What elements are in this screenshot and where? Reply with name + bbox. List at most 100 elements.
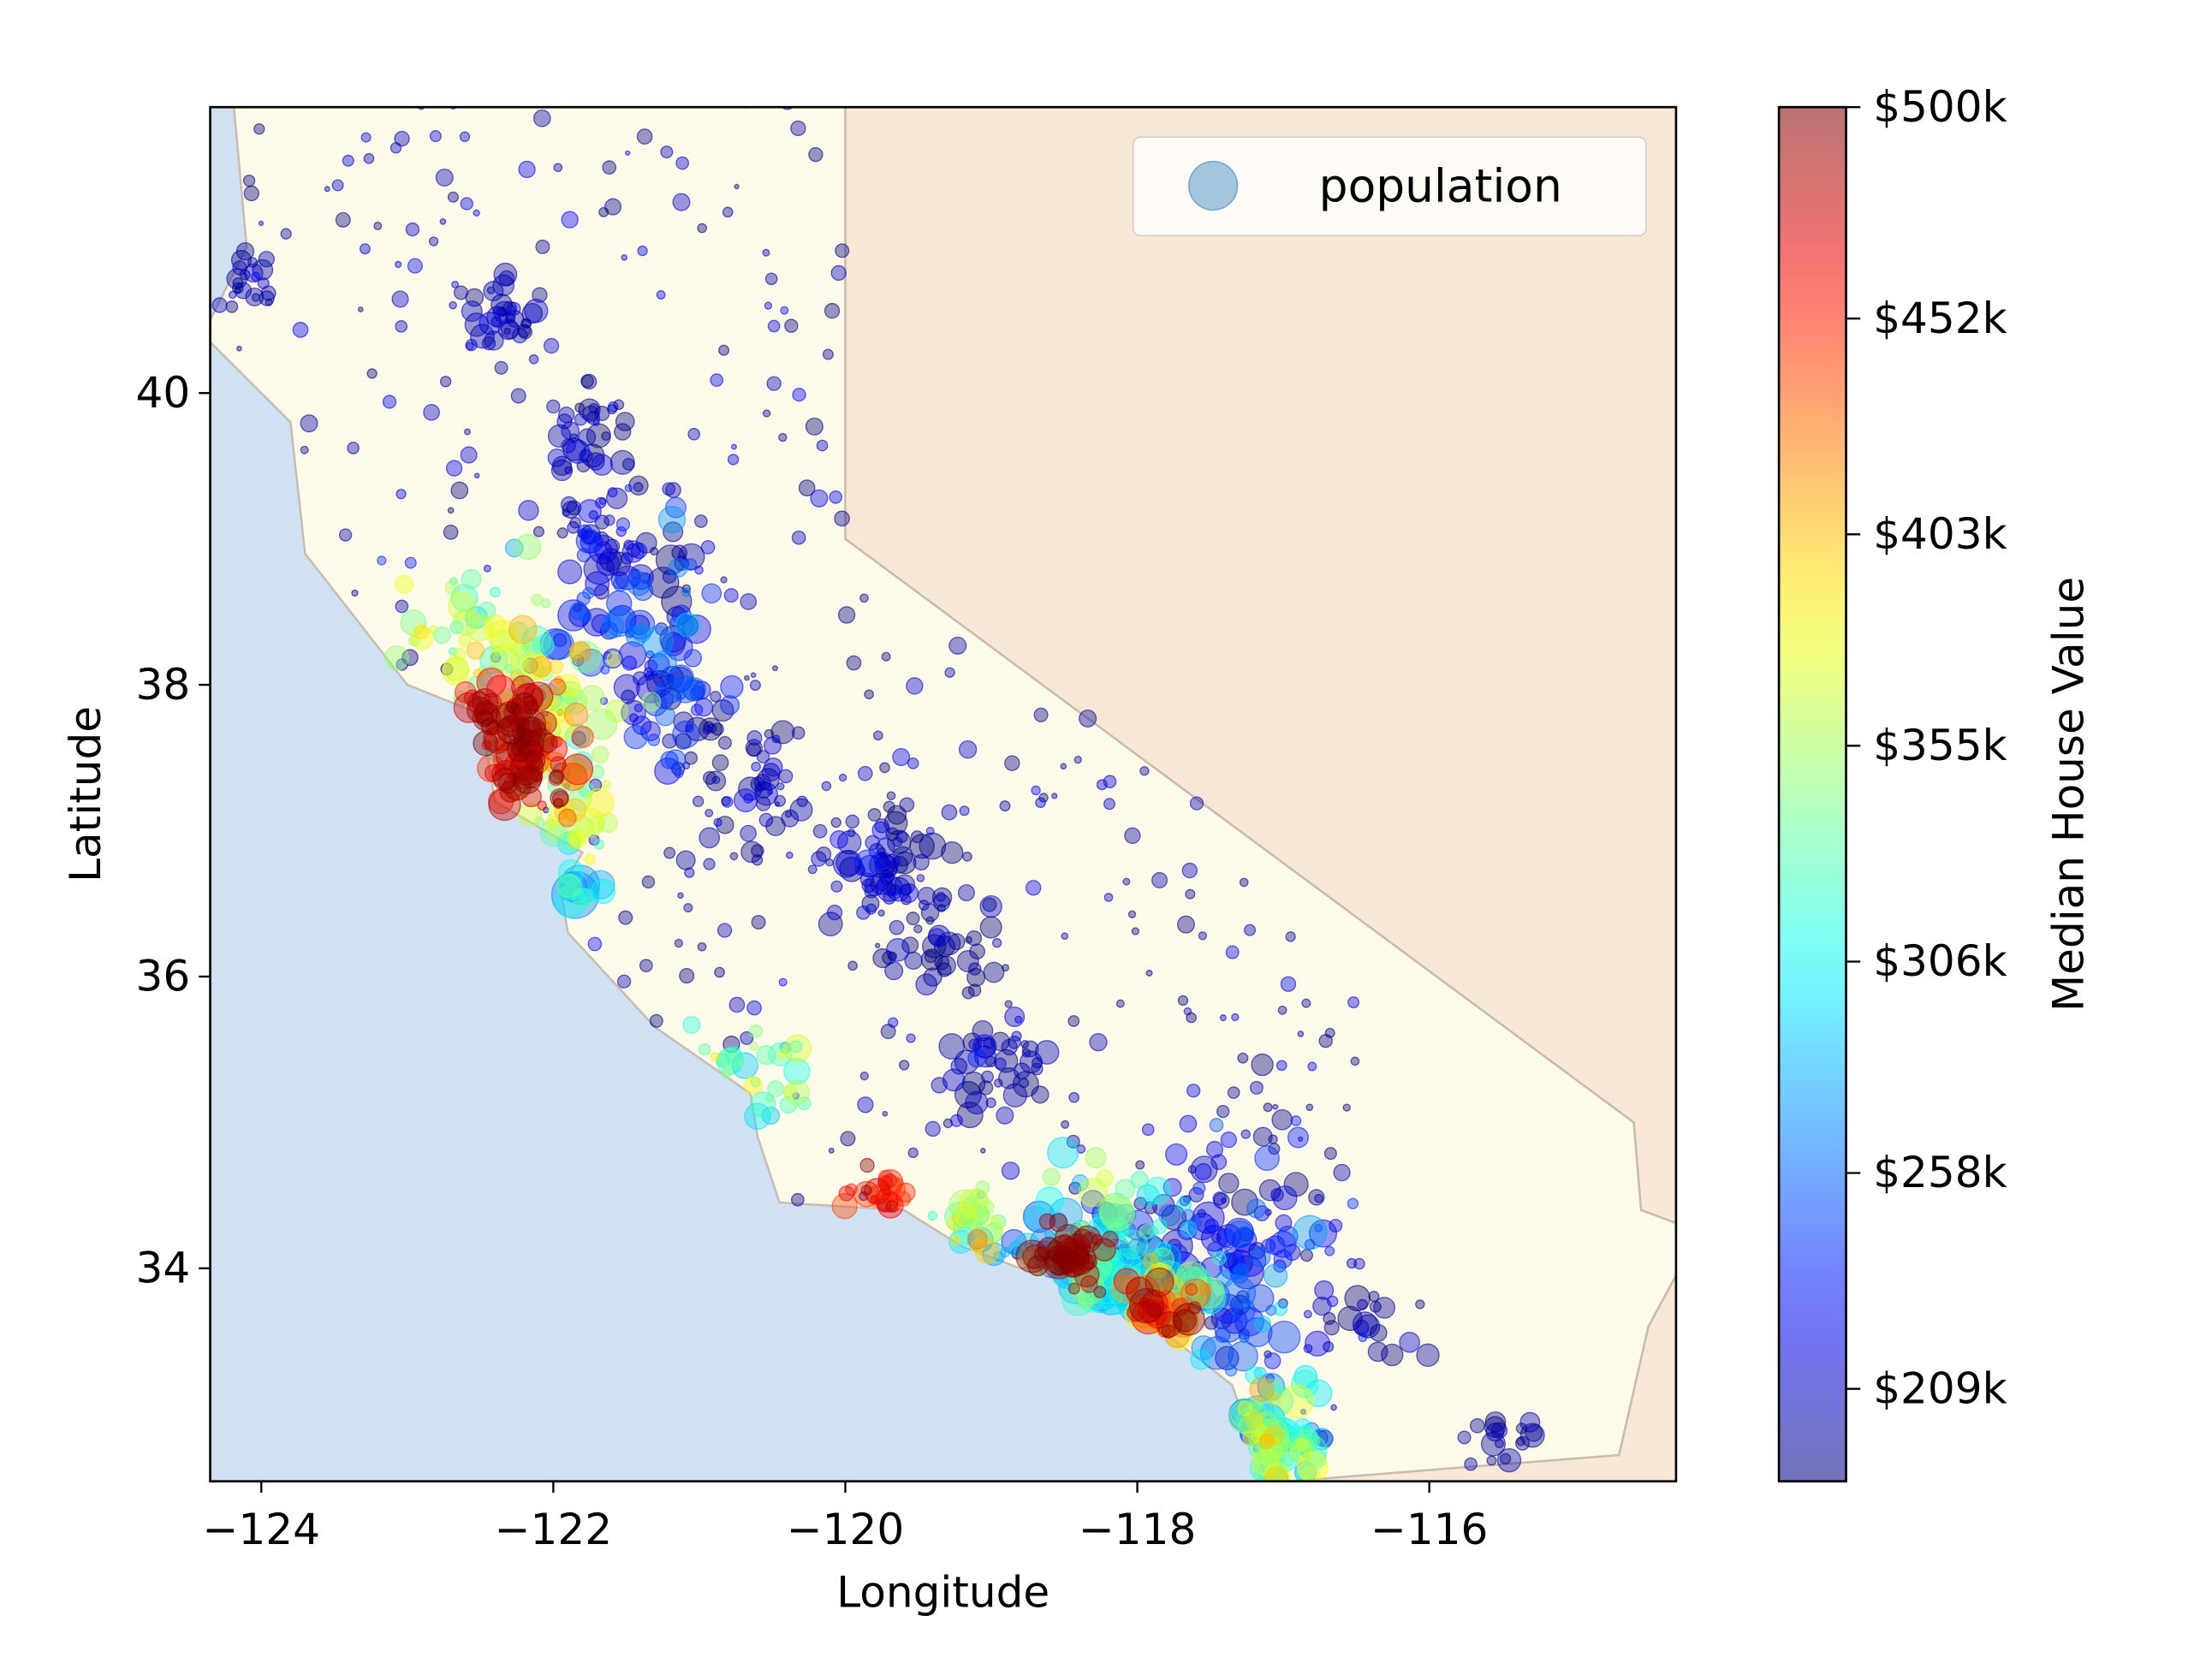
scatter-point <box>762 248 770 257</box>
scatter-point <box>870 1195 879 1204</box>
scatter-point <box>592 745 609 763</box>
scatter-point <box>957 884 975 902</box>
scatter-point <box>532 287 548 303</box>
scatter-point <box>1285 931 1296 942</box>
scatter-point <box>342 154 354 167</box>
scatter-point <box>966 929 983 947</box>
scatter-point <box>1260 1379 1284 1402</box>
scatter-point <box>1220 1131 1238 1149</box>
scatter-point <box>453 647 467 661</box>
scatter-point <box>965 935 972 944</box>
scatter-point <box>621 656 638 671</box>
plot-area <box>210 81 1676 1482</box>
scatter-point <box>919 832 947 860</box>
scatter-point <box>562 501 580 520</box>
scatter-point <box>245 287 265 306</box>
scatter-point <box>483 564 491 573</box>
scatter-point <box>1031 1062 1044 1076</box>
scatter-point <box>927 1210 938 1221</box>
scatter-point <box>497 318 520 341</box>
scatter-point <box>373 222 383 231</box>
scatter-point <box>623 724 648 750</box>
scatter-point <box>557 808 577 828</box>
scatter-point <box>1004 755 1020 771</box>
scatter-point <box>717 1048 741 1072</box>
scatter-point <box>958 740 978 759</box>
scatter-point <box>1004 1000 1013 1008</box>
scatter-point <box>749 1042 758 1051</box>
scatter-point <box>492 767 517 792</box>
scatter-point <box>962 852 972 862</box>
scatter-point <box>762 409 771 418</box>
scatter-point <box>1314 1280 1335 1300</box>
scatter-point <box>549 769 564 784</box>
scatter-point <box>1131 927 1140 935</box>
scatter-point <box>743 1076 763 1095</box>
scatter-point <box>1263 1102 1273 1113</box>
scatter-point <box>1304 1330 1331 1357</box>
scatter-point <box>641 875 656 889</box>
scatter-point <box>959 805 970 817</box>
scatter-point <box>884 853 901 870</box>
scatter-point <box>481 336 497 351</box>
scatter-point <box>363 152 375 164</box>
colorbar-tick-label: $500k <box>1873 82 2007 132</box>
scatter-point <box>600 615 625 639</box>
scatter-point <box>1204 1218 1220 1233</box>
scatter-point <box>633 703 644 713</box>
scatter-point <box>1324 1245 1335 1256</box>
scatter-point <box>518 160 536 179</box>
scatter-point <box>699 1042 711 1056</box>
scatter-point <box>808 146 824 163</box>
scatter-point <box>1067 1282 1080 1295</box>
scatter-point <box>1190 1349 1211 1370</box>
scatter-point <box>868 843 885 859</box>
scatter-point <box>479 312 502 336</box>
scatter-point <box>630 577 640 587</box>
scatter-point <box>1189 796 1204 811</box>
scatter-point <box>728 996 746 1013</box>
scatter-point <box>445 460 463 477</box>
scatter-point <box>1329 1218 1343 1232</box>
scatter-point <box>450 481 469 500</box>
scatter-point <box>713 817 722 827</box>
scatter-point <box>703 858 716 870</box>
scatter-point <box>478 672 494 687</box>
scatter-point <box>1253 1367 1267 1381</box>
scatter-point <box>751 914 766 929</box>
scatter-point <box>1457 1430 1472 1445</box>
scatter-point <box>1516 1437 1525 1446</box>
scatter-point <box>1076 1144 1086 1154</box>
scatter-point <box>785 851 794 859</box>
scatter-point <box>693 795 705 807</box>
scatter-point <box>972 1019 994 1042</box>
scatter-point <box>490 586 501 598</box>
scatter-point <box>1308 1189 1325 1206</box>
scatter-point <box>1323 1340 1335 1353</box>
scatter-point <box>359 84 368 93</box>
scatter-point <box>847 960 858 971</box>
scatter-point <box>228 290 237 300</box>
scatter-point <box>395 488 407 500</box>
scatter-point <box>1514 1435 1531 1451</box>
scatter-point <box>465 606 488 629</box>
scatter-point <box>1165 1143 1188 1166</box>
scatter-point <box>791 530 806 545</box>
scatter-point <box>1146 1302 1162 1318</box>
scatter-point <box>846 655 862 671</box>
scatter-point <box>360 132 372 143</box>
scatter-point <box>1263 1263 1288 1288</box>
scatter-point <box>1301 998 1311 1008</box>
scatter-point <box>439 218 447 225</box>
scatter-point <box>797 81 809 93</box>
scatter-point <box>979 894 1002 918</box>
scatter-point <box>1192 1181 1206 1195</box>
scatter-point <box>257 276 270 289</box>
scatter-point <box>798 479 816 496</box>
scatter-point <box>389 142 402 154</box>
scatter-point <box>1205 1141 1224 1159</box>
scatter-point <box>1292 1215 1328 1250</box>
scatter-point <box>1139 766 1150 776</box>
scatter-point <box>953 1203 978 1228</box>
scatter-point <box>1287 1126 1309 1149</box>
